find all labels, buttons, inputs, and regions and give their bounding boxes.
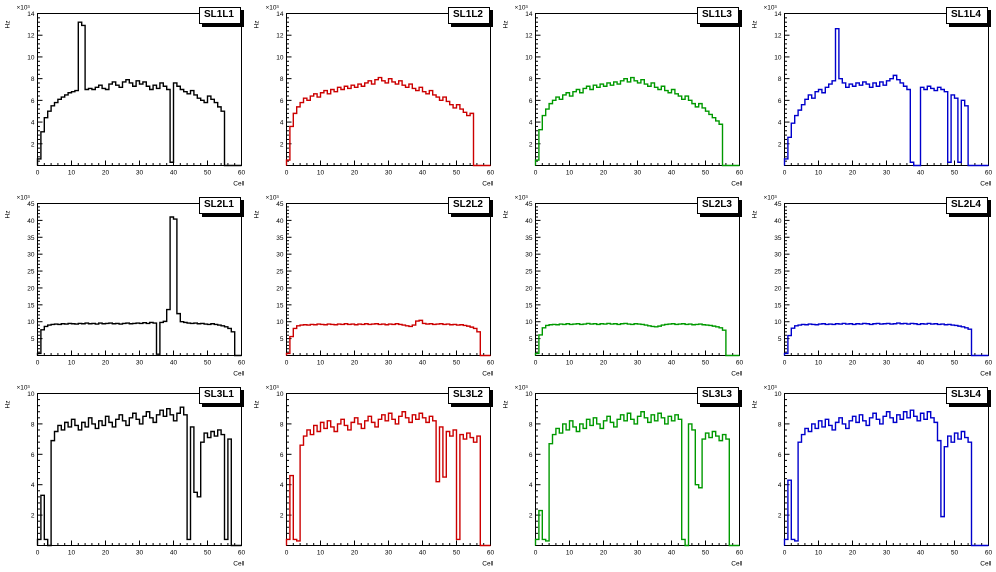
histogram-canvas-sl2l1 [0, 190, 249, 380]
histogram-panel-sl3l4: SL3L4 [747, 380, 996, 570]
histogram-canvas-sl1l3 [498, 0, 747, 190]
histogram-panel-sl3l3: SL3L3 [498, 380, 747, 570]
histogram-canvas-sl3l2 [249, 380, 498, 570]
plot-title-box: SL2L1 [198, 197, 241, 214]
plot-title-box: SL2L3 [696, 197, 739, 214]
histogram-panel-sl2l1: SL2L1 [0, 190, 249, 380]
plot-title-box: SL1L1 [198, 7, 241, 24]
histogram-panel-sl2l2: SL2L2 [249, 190, 498, 380]
histogram-canvas-sl2l4 [747, 190, 996, 380]
histogram-canvas-sl2l2 [249, 190, 498, 380]
histogram-panel-sl1l2: SL1L2 [249, 0, 498, 190]
histogram-panel-sl3l2: SL3L2 [249, 380, 498, 570]
histogram-canvas-sl1l1 [0, 0, 249, 190]
plot-title-box: SL1L3 [696, 7, 739, 24]
histogram-panel-sl1l1: SL1L1 [0, 0, 249, 190]
histogram-panel-sl1l3: SL1L3 [498, 0, 747, 190]
plot-title-box: SL2L2 [447, 197, 490, 214]
histogram-canvas-sl3l1 [0, 380, 249, 570]
histogram-canvas-sl2l3 [498, 190, 747, 380]
plot-title-box: SL3L4 [945, 387, 988, 404]
histogram-panel-sl2l3: SL2L3 [498, 190, 747, 380]
histogram-canvas-sl3l4 [747, 380, 996, 570]
histogram-canvas-sl3l3 [498, 380, 747, 570]
plot-title-box: SL3L2 [447, 387, 490, 404]
plot-title-box: SL3L3 [696, 387, 739, 404]
plot-title-box: SL2L4 [945, 197, 988, 214]
plot-title-box: SL3L1 [198, 387, 241, 404]
plot-title-box: SL1L2 [447, 7, 490, 24]
plot-title-box: SL1L4 [945, 7, 988, 24]
histogram-panel-sl3l1: SL3L1 [0, 380, 249, 570]
histogram-canvas-sl1l4 [747, 0, 996, 190]
histogram-panel-sl2l4: SL2L4 [747, 190, 996, 380]
histogram-canvas-sl1l2 [249, 0, 498, 190]
histogram-panel-sl1l4: SL1L4 [747, 0, 996, 190]
